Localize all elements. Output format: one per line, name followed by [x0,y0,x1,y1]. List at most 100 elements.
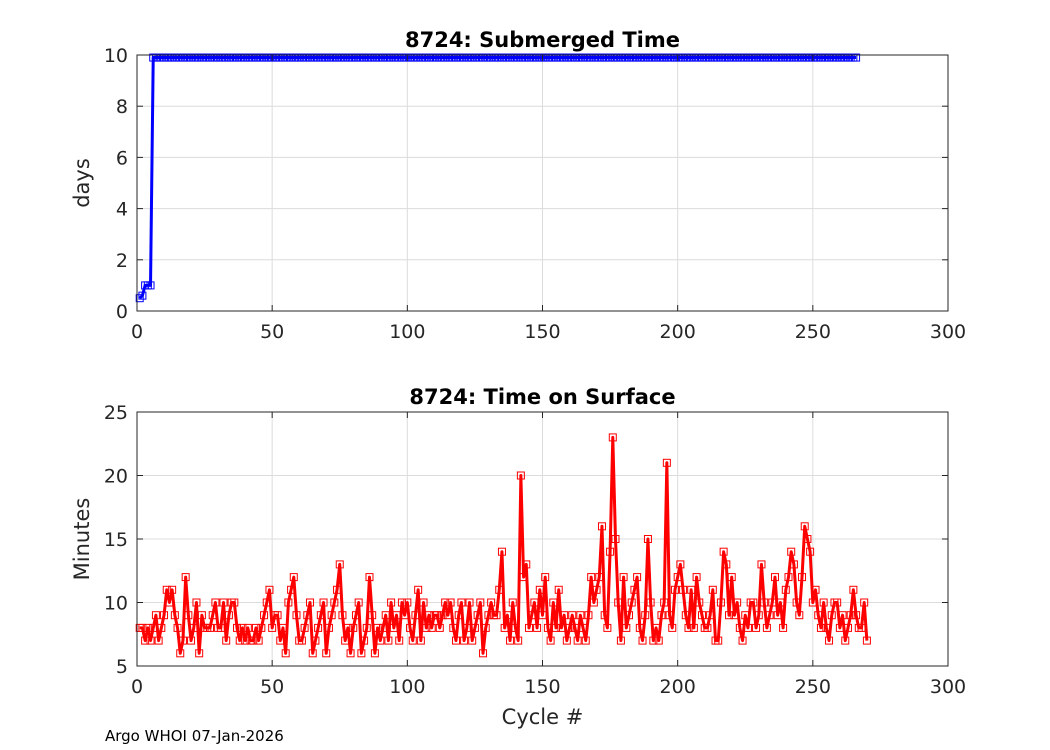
surface-time-data-point [625,611,634,620]
surface-time-data-point [662,458,671,467]
surface-time-data-point [289,573,298,582]
surface-time-data-point [738,636,747,645]
surface-time-data-point [192,598,201,607]
surface-time-data-point [292,611,301,620]
surface-time-data-point [657,611,666,620]
surface-time-data-point [454,611,463,620]
surface-time-data-point [608,433,617,442]
surface-time-data-point [379,623,387,632]
surface-time-data-point [376,636,385,645]
surface-time-data-point [457,598,466,607]
surface-time-data-point [184,611,193,620]
surface-time-data-point [519,573,528,582]
surface-time-data-point [268,623,277,632]
surface-time-data-point [287,585,296,594]
surface-time-data-point [230,598,239,607]
surface-time-data-point [151,611,160,620]
surface-time-data-point [470,623,479,632]
surface-time-data-point [670,585,679,594]
submerged-time-ytick-label: 4 [116,199,128,221]
surface-time-data-point [860,598,869,607]
submerged-time-data-point [138,291,147,300]
surface-time-data-point [803,535,812,543]
surface-time-data-point [819,598,828,607]
surface-time-data-point [500,623,509,632]
surface-time-data-point [581,636,590,645]
surface-time-data-point [197,611,206,620]
footer-credit: Argo WHOI 07-Jan-2026 [105,727,284,745]
surface-time-data-point [492,611,501,620]
surface-time-data-point [638,636,647,645]
surface-time-data-point [784,573,793,582]
surface-time-data-point [541,573,550,582]
surface-time-data-point [619,573,628,582]
surface-time-data-point [754,611,763,620]
surface-time-data-point [141,636,150,645]
surface-time-data-point [392,611,401,620]
surface-time-data-point [827,611,836,620]
surface-time-data-point [154,636,163,645]
surface-time-data-point [673,573,682,582]
surface-time-data-point [316,611,325,620]
surface-time-data-point [741,611,750,620]
surface-time-data-point [465,598,474,607]
surface-time-data-point [311,636,320,645]
surface-time-data-point [508,598,517,607]
surface-time-data-point [524,623,533,632]
surface-time-data-point [641,611,650,620]
submerged-time-xtick-label: 150 [524,321,560,343]
surface-time-data-point [422,623,431,632]
surface-time-data-point [579,623,588,632]
surface-time-data-point [703,623,712,632]
surface-time-data-point [597,522,606,531]
surface-time-data-point [687,585,696,594]
surface-time-ytick-label: 20 [104,466,128,488]
surface-time-data-point [522,560,531,569]
submerged-time-ytick-label: 2 [116,250,128,272]
submerged-time-xtick-label: 300 [930,321,966,343]
surface-time-xtick-label: 50 [260,676,284,698]
surface-time-data-point [684,623,693,632]
surface-time-data-point [205,623,214,632]
surface-time-data-point [479,649,488,658]
submerged-time-xtick-label: 0 [131,321,143,343]
surface-time-data-point [549,598,558,607]
surface-time-data-point [606,547,615,556]
surface-time-data-point [570,623,579,632]
surface-time-data-point [857,623,866,632]
surface-time-data-point [814,611,823,620]
surface-time-data-point [735,623,744,632]
surface-time-data-point [335,560,344,569]
surface-time-ytick-label: 5 [116,656,128,678]
surface-time-data-point [635,623,644,632]
surface-time-data-point [833,598,842,607]
surface-time-title: 8724: Time on Surface [409,385,675,409]
surface-time-data-point [708,585,717,594]
surface-time-data-point [384,636,393,645]
surface-time-data-point [533,623,542,632]
surface-time-data-point [303,611,312,620]
surface-time-data-point [273,611,282,620]
surface-time-data-point [565,623,574,632]
surface-time-data-point [789,560,798,569]
surface-time-xlabel: Cycle # [502,705,584,729]
submerged-time-xtick-label: 250 [795,321,831,343]
surface-time-data-point [622,623,631,632]
surface-time-data-point [808,598,817,607]
surface-time-data-point [238,623,247,632]
surface-time-data-point [241,636,250,645]
surface-time-data-point [527,611,536,620]
surface-time-ytick-label: 15 [104,529,128,551]
surface-time-data-point [397,598,406,607]
surface-time-data-point [257,623,266,632]
surface-time-data-point [300,623,309,632]
surface-time-data-point [838,611,847,620]
surface-time-data-point [573,636,582,645]
surface-time-data-point [408,636,417,645]
submerged-time-ytick-label: 6 [116,147,128,169]
surface-time-data-point [254,636,263,645]
surface-time-data-point [414,585,423,594]
surface-time-data-point [822,623,831,632]
surface-time-data-point [643,535,652,543]
surface-time-data-point [343,623,352,632]
